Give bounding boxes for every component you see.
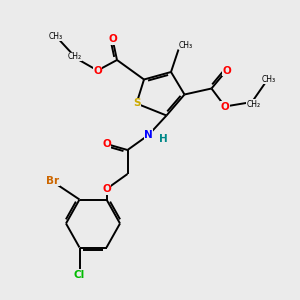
Text: O: O [102,139,111,149]
Text: H: H [159,134,168,145]
Text: O: O [102,184,111,194]
Text: CH₂: CH₂ [246,100,261,109]
Text: CH₃: CH₃ [261,75,276,84]
Text: CH₂: CH₂ [68,52,82,61]
Text: O: O [222,65,231,76]
Text: Cl: Cl [74,269,85,280]
Text: O: O [108,34,117,44]
Text: S: S [133,98,140,109]
Text: N: N [144,130,153,140]
Text: O: O [93,65,102,76]
Text: CH₃: CH₃ [179,40,193,50]
Text: O: O [220,101,230,112]
Text: CH₃: CH₃ [48,32,63,40]
Text: Br: Br [46,176,59,186]
